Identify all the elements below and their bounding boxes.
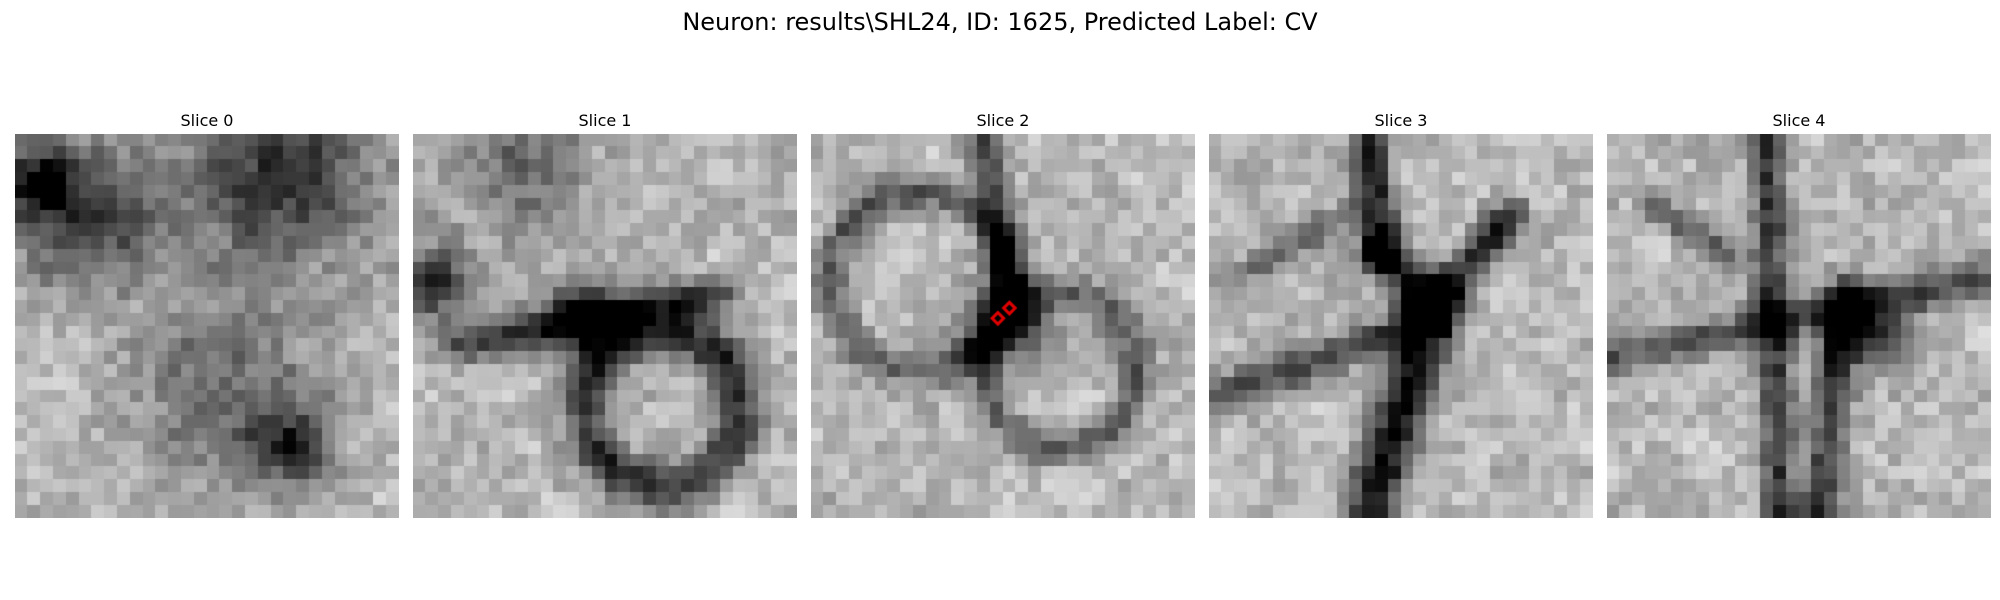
- slice-panel-0: Slice 0: [15, 108, 399, 518]
- slice-image: [1607, 134, 1991, 518]
- slice-panel-1: Slice 1: [413, 108, 797, 518]
- slice-title: Slice 1: [578, 111, 632, 130]
- slice-panel-2: Slice 2: [811, 108, 1195, 518]
- slice-image: [811, 134, 1195, 518]
- slice-image: [413, 134, 797, 518]
- slice-panel-4: Slice 4: [1607, 108, 1991, 518]
- figure-title: Neuron: results\SHL24, ID: 1625, Predict…: [682, 8, 1318, 36]
- slice-panel-3: Slice 3: [1209, 108, 1593, 518]
- slice-image: [1209, 134, 1593, 518]
- slice-title: Slice 0: [180, 111, 234, 130]
- slice-title: Slice 3: [1374, 111, 1428, 130]
- slice-title: Slice 2: [976, 111, 1030, 130]
- slice-image: [15, 134, 399, 518]
- slice-title: Slice 4: [1772, 111, 1826, 130]
